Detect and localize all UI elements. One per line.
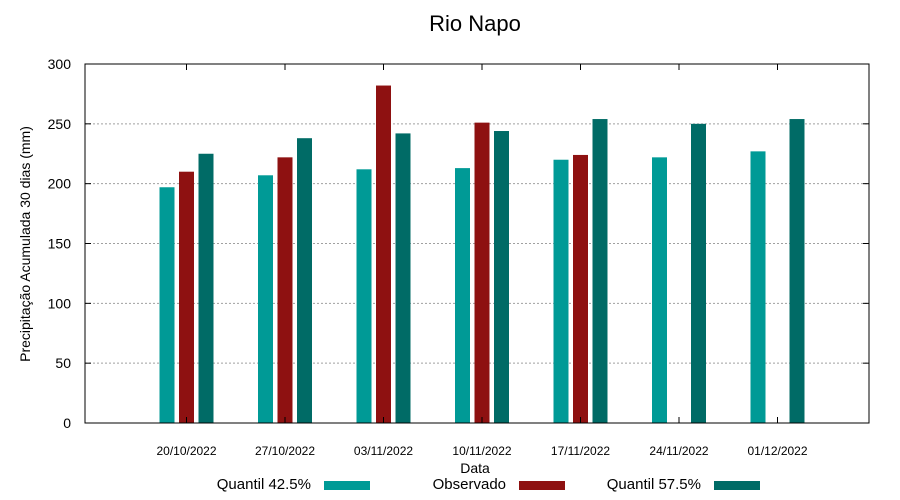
x-axis-ticks: 20/10/2022 27/10/2022 03/11/2022 10/11/2022… [156,64,808,458]
bar-Quantil 57.5%-24/11/2022 [691,123,706,423]
bar-Quantil 57.5%-17/11/2022 [592,119,608,424]
x-tick-label: 10/11/2022 [452,444,511,458]
x-tick-label: 17/11/2022 [551,444,610,458]
x-tick-label: 20/10/2022 [156,444,216,458]
bar-Quantil 42.5%-01/12/2022 [750,151,766,423]
bar-Quantil 42.5%-20/10/2022 [159,187,175,423]
x-tick-label: 27/10/2022 [255,444,315,458]
bar-Observado-27/10/2022 [277,157,293,423]
y-axis-label: Precipitação Acumulada 30 dias (mm) [17,126,33,362]
legend-label: Quantil 57.5% [607,476,701,493]
bar-Quantil 42.5%-24/11/2022 [652,157,667,423]
chart-title: Rio Napo [429,11,521,36]
x-tick-label: 03/11/2022 [354,444,413,458]
bar-Quantil 42.5%-03/11/2022 [356,169,372,423]
bar-Quantil 57.5%-27/10/2022 [297,138,312,423]
bar-Quantil 57.5%-20/10/2022 [198,153,214,423]
legend-swatch-Quantil 42.5% [324,481,370,490]
bar-Observado-17/11/2022 [573,154,588,424]
bar-Observado-03/11/2022 [376,85,391,423]
legend: Quantil 42.5% Observado Quantil 57.5% [217,476,760,493]
y-axis-ticks: 0 50 100 150 200 250 300 [48,56,869,431]
legend-label: Observado [433,476,506,493]
x-tick-label: 01/12/2022 [747,444,807,458]
bar-Quantil 57.5%-01/12/2022 [789,119,805,424]
y-tick-label: 100 [48,295,72,311]
legend-swatch-Observado [519,481,565,490]
bar-Observado-20/10/2022 [179,171,194,423]
bars [159,85,805,424]
y-tick-label: 300 [48,56,72,72]
bar-Quantil 42.5%-27/10/2022 [258,175,273,423]
y-tick-label: 200 [48,176,72,192]
bar-Observado-10/11/2022 [474,122,490,424]
y-tick-label: 0 [63,415,71,431]
legend-label: Quantil 42.5% [217,476,311,493]
bar-Quantil 42.5%-17/11/2022 [553,159,569,423]
bar-Quantil 42.5%-10/11/2022 [455,168,470,423]
x-axis-label: Data [460,460,490,476]
bar-Quantil 57.5%-03/11/2022 [395,133,411,423]
legend-swatch-Quantil 57.5% [714,481,760,490]
x-tick-label: 24/11/2022 [649,444,708,458]
y-tick-label: 150 [48,236,72,252]
bar-Quantil 57.5%-10/11/2022 [494,131,509,423]
y-tick-label: 50 [55,355,71,371]
y-tick-label: 250 [48,116,72,132]
